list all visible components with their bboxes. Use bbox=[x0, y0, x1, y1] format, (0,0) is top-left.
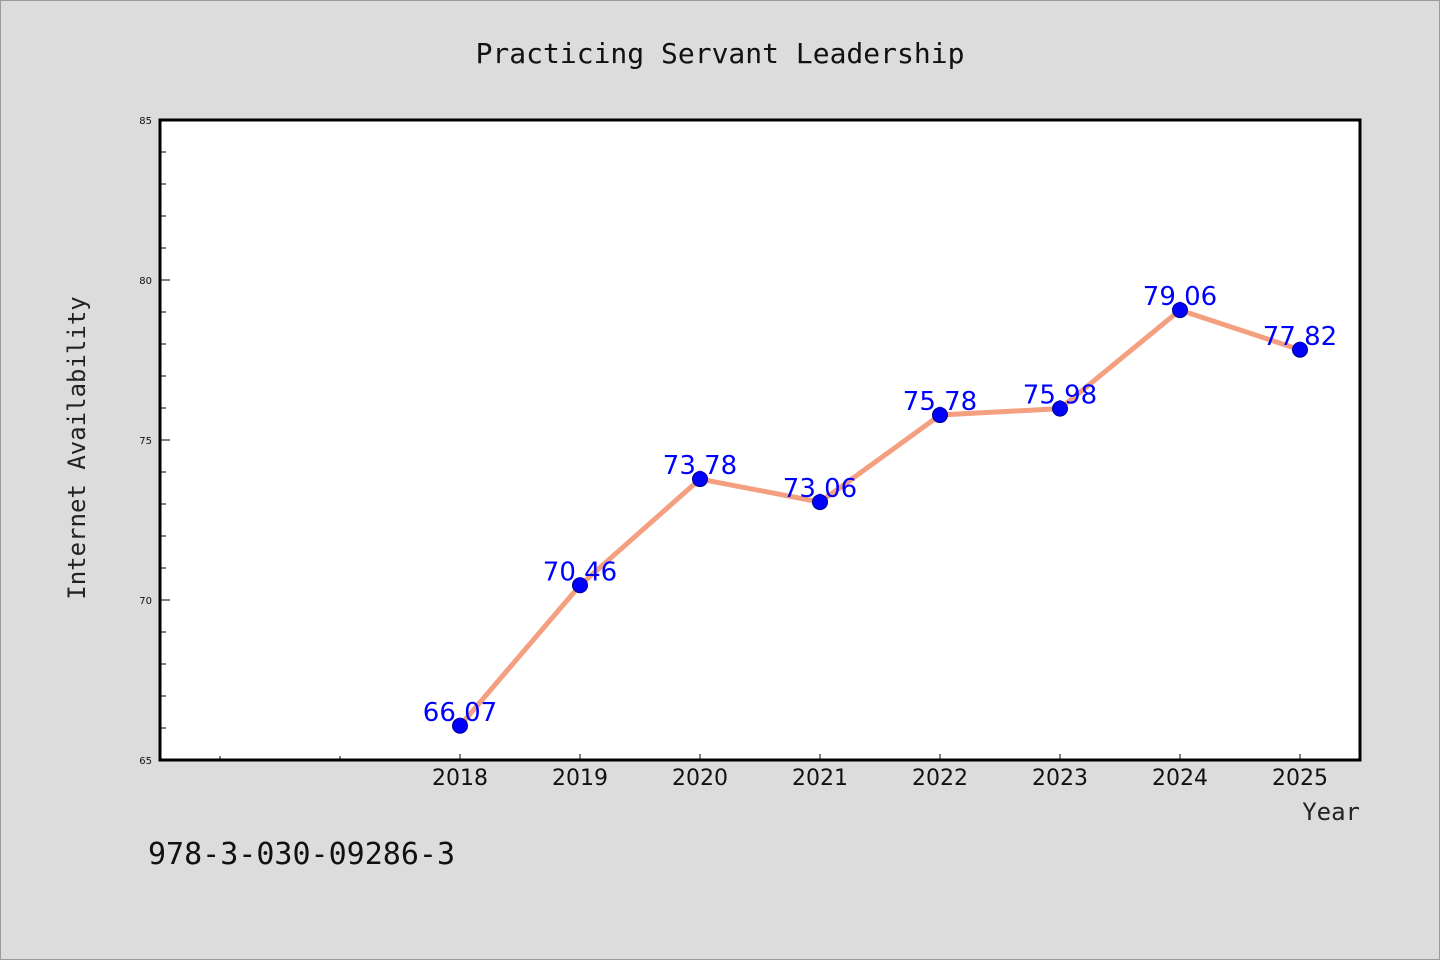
data-point-marker bbox=[932, 407, 948, 424]
data-label: 79.06 bbox=[1143, 282, 1217, 312]
data-point-marker bbox=[812, 494, 828, 511]
x-axis-label: Year bbox=[1302, 798, 1360, 826]
y-tick-label: 75 bbox=[139, 436, 152, 447]
y-tick-label: 80 bbox=[139, 276, 152, 287]
data-label: 73.06 bbox=[783, 474, 857, 504]
data-label: 75.98 bbox=[1023, 381, 1097, 411]
x-tick-label: 2022 bbox=[912, 766, 968, 791]
data-point-marker bbox=[692, 471, 708, 488]
x-tick-label: 2021 bbox=[792, 766, 848, 791]
series-line-group: 66.07 70.46 73.78 73.06 75.78 75.98 79.06 77.82 bbox=[423, 282, 1337, 734]
data-point-marker bbox=[572, 577, 588, 594]
x-tick-label: 2018 bbox=[432, 766, 488, 791]
data-point-marker bbox=[1292, 341, 1308, 358]
x-axis-ticks: 2018 2019 2020 2021 2022 2023 2024 2025 bbox=[219, 754, 1328, 791]
y-axis-ticks: 65 70 75 80 85 bbox=[139, 116, 170, 767]
y-tick-label: 70 bbox=[139, 596, 152, 607]
data-point-marker bbox=[1172, 302, 1188, 319]
x-tick-label: 2025 bbox=[1272, 766, 1328, 791]
data-label: 66.07 bbox=[423, 698, 497, 728]
x-tick-label: 2024 bbox=[1152, 766, 1208, 791]
y-axis-label: Internet Availability bbox=[63, 296, 91, 599]
x-tick-label: 2020 bbox=[672, 766, 728, 791]
data-point-marker bbox=[452, 717, 468, 734]
y-tick-label: 65 bbox=[139, 756, 152, 767]
x-tick-label: 2019 bbox=[552, 766, 608, 791]
chart-title: Practicing Servant Leadership bbox=[476, 37, 965, 70]
isbn-text: 978-3-030-09286-3 bbox=[148, 837, 455, 872]
data-label: 77.82 bbox=[1263, 322, 1337, 352]
y-tick-label: 85 bbox=[139, 116, 152, 127]
data-point-marker bbox=[1052, 400, 1068, 417]
data-label: 73.78 bbox=[663, 451, 737, 481]
series-line bbox=[457, 307, 1303, 729]
plot-area bbox=[158, 118, 1362, 762]
data-label: 75.78 bbox=[903, 387, 977, 417]
data-label: 70.46 bbox=[543, 557, 617, 587]
x-tick-label: 2023 bbox=[1032, 766, 1088, 791]
